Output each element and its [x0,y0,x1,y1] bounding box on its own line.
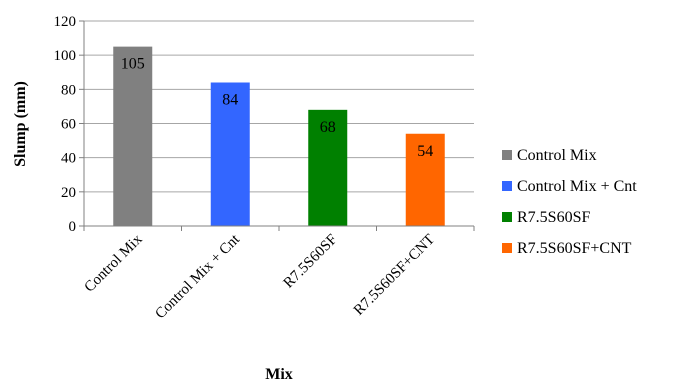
x-tick-label: Control Mix [82,231,146,295]
bars [113,46,445,226]
x-tick-label: R7.5S60SF [281,232,341,292]
bar [113,46,153,226]
legend-swatch [502,181,512,191]
x-tick-label: R7.5S60SF+CNT [351,232,438,319]
legend-label: Control Mix + Cnt [517,178,637,195]
y-tick-label: 120 [54,14,77,30]
legend-label: R7.5S60SF+CNT [517,240,632,257]
y-axis-ticks: 0 20 40 60 80 100 120 [54,14,84,235]
y-axis-title: Slump (mm) [12,81,29,167]
legend-label: Control Mix [517,147,597,164]
y-tick-label: 80 [61,82,76,98]
y-tick-label: 40 [61,151,76,167]
x-tick-label: Control Mix + Cnt [152,231,243,322]
data-labels: 105 84 68 54 [121,56,434,160]
x-axis-ticks: Control Mix Control Mix + Cnt R7.5S60SF R7.… [82,226,475,322]
x-axis-title: Mix [265,366,293,383]
bar [308,109,348,226]
legend-label: R7.5S60SF [517,209,590,226]
y-tick-label: 20 [61,185,76,201]
data-label: 105 [121,56,145,73]
bar [405,133,445,226]
data-label: 84 [222,92,238,109]
legend-swatch [502,150,512,160]
y-tick-label: 0 [69,219,77,235]
legend-swatch [502,243,512,253]
y-tick-label: 100 [54,48,77,64]
legend-swatch [502,212,512,222]
data-label: 54 [417,143,433,160]
y-tick-label: 60 [61,117,76,133]
bar [210,82,250,226]
data-label: 68 [320,119,336,136]
legend: Control Mix Control Mix + Cnt R7.5S60SF R7.… [502,147,637,257]
